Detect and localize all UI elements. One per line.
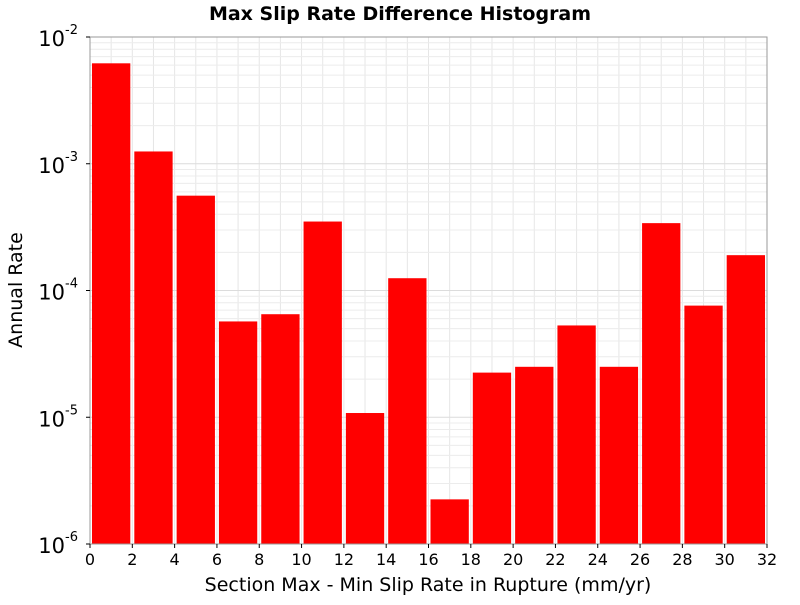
bar-10-12 [303, 221, 342, 544]
x-axis-label: Section Max - Min Slip Rate in Rupture (… [205, 574, 652, 596]
x-tick-label: 32 [757, 550, 777, 569]
y-axis-ticks: 10-610-510-410-310-2 [38, 23, 90, 558]
x-tick-label: 30 [715, 550, 735, 569]
x-tick-label: 18 [461, 550, 481, 569]
x-tick-label: 4 [170, 550, 180, 569]
x-tick-label: 10 [291, 550, 311, 569]
bar-8-10 [261, 314, 300, 544]
bar-4-6 [176, 195, 215, 544]
y-axis-label: Annual Rate [5, 232, 27, 348]
x-tick-label: 20 [503, 550, 523, 569]
x-tick-label: 26 [630, 550, 650, 569]
y-tick-exponent: -3 [65, 150, 78, 165]
x-tick-label: 8 [254, 550, 264, 569]
y-tick-base: 10 [38, 407, 65, 431]
bar-24-26 [599, 366, 639, 544]
x-tick-label: 14 [376, 550, 396, 569]
bars [92, 63, 765, 545]
y-tick-exponent: -5 [65, 403, 78, 418]
y-tick-base: 10 [38, 534, 65, 558]
x-tick-label: 6 [212, 550, 222, 569]
bar-6-8 [218, 321, 258, 544]
bar-20-22 [515, 366, 554, 544]
bar-14-16 [388, 278, 427, 544]
y-tick-label: 10 -4 [38, 277, 78, 305]
bar-22-24 [557, 325, 596, 544]
x-tick-label: 0 [85, 550, 95, 569]
bar-26-28 [642, 223, 681, 544]
y-tick-label: 10 -6 [38, 530, 78, 558]
y-tick-label: 10 -2 [38, 23, 78, 51]
x-tick-label: 16 [418, 550, 438, 569]
y-tick-label: 10 -5 [38, 403, 78, 431]
x-tick-label: 28 [672, 550, 692, 569]
bar-30-32 [726, 255, 765, 545]
bar-18-20 [472, 372, 512, 544]
y-tick-exponent: -6 [65, 530, 78, 545]
chart-title: Max Slip Rate Difference Histogram [209, 3, 591, 25]
bar-12-14 [345, 413, 385, 544]
bar-28-30 [684, 305, 723, 544]
x-tick-label: 2 [127, 550, 137, 569]
x-tick-label: 12 [334, 550, 354, 569]
y-tick-base: 10 [38, 27, 65, 51]
bar-16-18 [430, 499, 469, 544]
y-tick-exponent: -4 [65, 277, 78, 292]
x-tick-label: 22 [545, 550, 565, 569]
y-tick-base: 10 [38, 281, 65, 305]
bar-0-2 [92, 63, 131, 544]
x-axis-ticks: 0 2 4 6 8 10 12 14 16 18 20 22 24 26 28 30 32 [85, 544, 777, 569]
bar-2-4 [134, 151, 173, 544]
y-tick-exponent: -2 [65, 23, 78, 38]
x-tick-label: 24 [588, 550, 608, 569]
y-tick-label: 10 -3 [38, 150, 78, 178]
y-tick-base: 10 [38, 154, 65, 178]
